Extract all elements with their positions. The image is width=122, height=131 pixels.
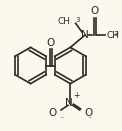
Text: CH: CH [106, 31, 119, 40]
Text: N: N [65, 98, 73, 108]
Text: ⁻: ⁻ [87, 115, 92, 124]
Text: O: O [46, 38, 55, 48]
Text: O: O [90, 6, 98, 16]
Text: 3: 3 [76, 17, 80, 23]
Text: N: N [81, 30, 89, 40]
Text: O: O [48, 108, 56, 118]
Text: CH: CH [58, 17, 71, 26]
Text: 3: 3 [113, 31, 118, 37]
Text: +: + [73, 91, 80, 100]
Text: ⁻: ⁻ [60, 115, 64, 124]
Text: O: O [84, 108, 93, 118]
